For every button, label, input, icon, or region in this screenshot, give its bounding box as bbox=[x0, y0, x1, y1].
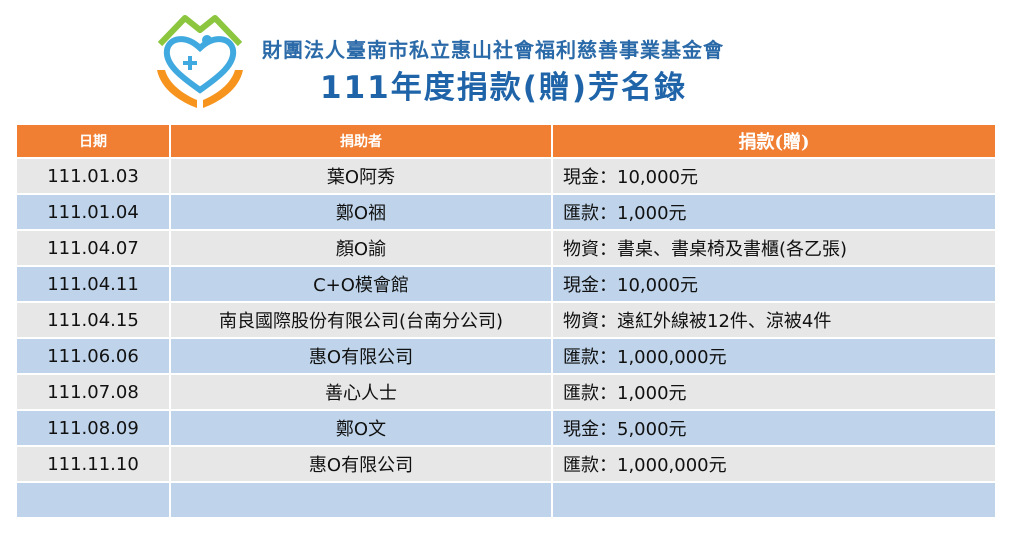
column-header-date: 日期 bbox=[15, 123, 171, 159]
table-row: 111.07.08 善心人士 匯款：1,000元 bbox=[15, 373, 997, 411]
donation-cell: 匯款：1,000元 bbox=[551, 373, 997, 411]
table-row: 111.01.04 鄭O祵 匯款：1,000元 bbox=[15, 193, 997, 231]
donor-cell: C+O模會館 bbox=[169, 265, 553, 303]
table-row: 111.04.07 顏O諭 物資：書桌、書桌椅及書櫃(各乙張) bbox=[15, 229, 997, 267]
donor-cell: 善心人士 bbox=[169, 373, 553, 411]
donation-cell: 現金：5,000元 bbox=[551, 409, 997, 447]
table-row bbox=[15, 481, 997, 519]
date-cell: 111.04.15 bbox=[15, 301, 171, 339]
table-row: 111.04.15 南良國際股份有限公司(台南分公司) 物資：遠紅外線被12件、… bbox=[15, 301, 997, 339]
table-row: 111.11.10 惠O有限公司 匯款：1,000,000元 bbox=[15, 445, 997, 483]
page-title: 111年度捐款(贈)芳名錄 bbox=[320, 70, 688, 106]
donation-cell: 匯款：1,000,000元 bbox=[551, 445, 997, 483]
donation-cell: 物資：書桌、書桌椅及書櫃(各乙張) bbox=[551, 229, 997, 267]
donation-cell bbox=[551, 481, 997, 519]
column-header-donation: 捐款(贈) bbox=[551, 123, 997, 159]
table-row: 111.04.11 C+O模會館 現金：10,000元 bbox=[15, 265, 997, 303]
donation-cell: 匯款：1,000,000元 bbox=[551, 337, 997, 375]
table-row: 111.08.09 鄭O文 現金：5,000元 bbox=[15, 409, 997, 447]
date-cell: 111.07.08 bbox=[15, 373, 171, 411]
donor-cell: 顏O諭 bbox=[169, 229, 553, 267]
date-cell bbox=[15, 481, 171, 519]
donor-cell: 鄭O文 bbox=[169, 409, 553, 447]
table-row: 111.01.03 葉O阿秀 現金：10,000元 bbox=[15, 157, 997, 195]
donor-cell: 惠O有限公司 bbox=[169, 445, 553, 483]
donor-cell: 惠O有限公司 bbox=[169, 337, 553, 375]
donation-table: 日期 捐助者 捐款(贈) 111.01.03 葉O阿秀 現金：10,000元 1… bbox=[15, 123, 997, 519]
table-header-row: 日期 捐助者 捐款(贈) bbox=[15, 123, 997, 159]
donation-cell: 現金：10,000元 bbox=[551, 265, 997, 303]
donation-cell: 物資：遠紅外線被12件、涼被4件 bbox=[551, 301, 997, 339]
date-cell: 111.11.10 bbox=[15, 445, 171, 483]
date-cell: 111.01.03 bbox=[15, 157, 171, 195]
donor-cell: 南良國際股份有限公司(台南分公司) bbox=[169, 301, 553, 339]
donation-cell: 匯款：1,000元 bbox=[551, 193, 997, 231]
donor-cell: 鄭O祵 bbox=[169, 193, 553, 231]
donor-cell bbox=[169, 481, 553, 519]
date-cell: 111.06.06 bbox=[15, 337, 171, 375]
date-cell: 111.04.11 bbox=[15, 265, 171, 303]
foundation-logo bbox=[157, 15, 243, 108]
donor-cell: 葉O阿秀 bbox=[169, 157, 553, 195]
date-cell: 111.08.09 bbox=[15, 409, 171, 447]
date-cell: 111.04.07 bbox=[15, 229, 171, 267]
column-header-donor: 捐助者 bbox=[169, 123, 553, 159]
organization-name: 財團法人臺南市私立惠山社會福利慈善事業基金會 bbox=[262, 38, 724, 62]
table-row: 111.06.06 惠O有限公司 匯款：1,000,000元 bbox=[15, 337, 997, 375]
date-cell: 111.01.04 bbox=[15, 193, 171, 231]
donation-cell: 現金：10,000元 bbox=[551, 157, 997, 195]
